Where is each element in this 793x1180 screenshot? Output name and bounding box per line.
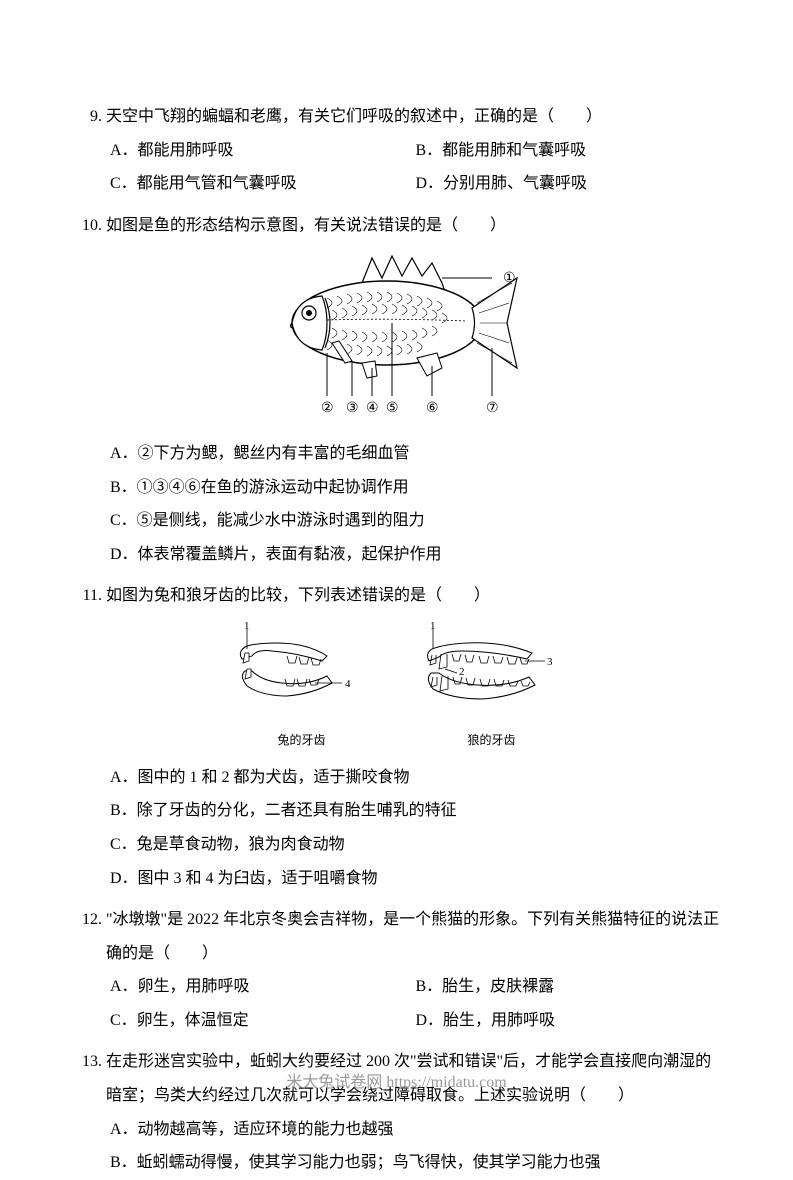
q12-options-row1: A．卵生，用肺呼吸 B．胎生，皮肤裸露 — [72, 970, 721, 1004]
fish-label-7: ⑦ — [486, 401, 499, 416]
q10-stem: 如图是鱼的形态结构示意图，有关说法错误的是（ ） — [106, 209, 721, 243]
q9-options-row1: A．都能用肺呼吸 B．都能用肺和气囊呼吸 — [72, 134, 721, 168]
q12-stem-row: 12. "冰墩墩"是 2022 年北京冬奥会吉祥物，是一个熊猫的形象。下列有关熊… — [72, 903, 721, 970]
q12-optC: C．卵生，体温恒定 — [110, 1004, 416, 1038]
rabbit-label-1: 1 — [244, 621, 250, 632]
q12-number: 12. — [72, 903, 106, 937]
q10-optD: D．体表常覆盖鳞片，表面有黏液，起保护作用 — [72, 538, 721, 572]
question-13: 13. 在走形迷宫实验中，蚯蚓大约要经过 200 次"尝试和错误"后，才能学会直… — [72, 1045, 721, 1179]
q10-stem-row: 10. 如图是鱼的形态结构示意图，有关说法错误的是（ ） — [72, 209, 721, 243]
rabbit-caption: 兔的牙齿 — [227, 728, 377, 753]
q11-optD: D．图中 3 和 4 为臼齿，适于咀嚼食物 — [72, 862, 721, 896]
q12-optB: B．胎生，皮肤裸露 — [416, 970, 722, 1004]
q12-optD: D．胎生，用肺呼吸 — [416, 1004, 722, 1038]
q9-optB: B．都能用肺和气囊呼吸 — [416, 134, 722, 168]
question-11: 11. 如图为兔和狼牙齿的比较，下列表述错误的是（ ） 1 4 兔的牙齿 — [72, 579, 721, 895]
fish-label-2: ② — [321, 401, 334, 416]
fish-label-6: ⑥ — [426, 401, 439, 416]
rabbit-teeth-item: 1 4 兔的牙齿 — [227, 621, 377, 753]
q10-number: 10. — [72, 209, 106, 243]
fish-label-4: ④ — [366, 401, 379, 416]
q11-optA: A．图中的 1 和 2 都为犬齿，适于撕咬食物 — [72, 761, 721, 795]
q12-stem: "冰墩墩"是 2022 年北京冬奥会吉祥物，是一个熊猫的形象。下列有关熊猫特征的… — [106, 903, 721, 970]
q9-options-row2: C．都能用气管和气囊呼吸 D．分别用肺、气囊呼吸 — [72, 167, 721, 201]
wolf-label-2: 2 — [459, 666, 465, 678]
fish-label-5: ⑤ — [386, 401, 399, 416]
page-footer: 米大兔试卷网 https://midatu.com — [0, 1068, 793, 1092]
q11-optB: B．除了牙齿的分化，二者还具有胎生哺乳的特征 — [72, 794, 721, 828]
wolf-teeth-diagram: 1 2 3 — [417, 621, 567, 711]
q10-optC: C．⑤是侧线，能减少水中游泳时遇到的阻力 — [72, 504, 721, 538]
q9-optC: C．都能用气管和气囊呼吸 — [110, 167, 416, 201]
fish-label-1: ① — [503, 271, 516, 286]
question-10: 10. 如图是鱼的形态结构示意图，有关说法错误的是（ ） — [72, 209, 721, 572]
question-12: 12. "冰墩墩"是 2022 年北京冬奥会吉祥物，是一个熊猫的形象。下列有关熊… — [72, 903, 721, 1037]
q9-optD: D．分别用肺、气囊呼吸 — [416, 167, 722, 201]
q12-options-row2: C．卵生，体温恒定 D．胎生，用肺呼吸 — [72, 1004, 721, 1038]
rabbit-label-4: 4 — [345, 678, 351, 690]
q13-optA: A．动物越高等，适应环境的能力也越强 — [72, 1113, 721, 1147]
q10-optA: A．②下方为鳃，鳃丝内有丰富的毛细血管 — [72, 437, 721, 471]
q10-optB: B．①③④⑥在鱼的游泳运动中起协调作用 — [72, 471, 721, 505]
q11-optC: C．兔是草食动物，狼为肉食动物 — [72, 828, 721, 862]
q13-optB: B．蚯蚓蠕动得慢，使其学习能力也弱；鸟飞得快，使其学习能力也强 — [72, 1146, 721, 1180]
q9-number: 9. — [72, 100, 106, 134]
q11-number: 11. — [72, 579, 106, 613]
q11-figure: 1 4 兔的牙齿 1 2 3 狼的 — [72, 621, 721, 753]
q9-stem-row: 9. 天空中飞翔的蝙蝠和老鹰，有关它们呼吸的叙述中，正确的是（ ） — [72, 100, 721, 134]
q9-optA: A．都能用肺呼吸 — [110, 134, 416, 168]
fish-label-3: ③ — [346, 401, 359, 416]
q10-figure: ① ② ③ ④ ⑤ ⑥ ⑦ — [72, 248, 721, 431]
wolf-caption: 狼的牙齿 — [417, 728, 567, 753]
fish-diagram: ① ② ③ ④ ⑤ ⑥ ⑦ — [267, 248, 527, 418]
wolf-label-3: 3 — [547, 656, 553, 668]
q11-stem: 如图为兔和狼牙齿的比较，下列表述错误的是（ ） — [106, 579, 721, 613]
wolf-label-1: 1 — [430, 621, 436, 632]
question-9: 9. 天空中飞翔的蝙蝠和老鹰，有关它们呼吸的叙述中，正确的是（ ） A．都能用肺… — [72, 100, 721, 201]
q12-optA: A．卵生，用肺呼吸 — [110, 970, 416, 1004]
q9-stem: 天空中飞翔的蝙蝠和老鹰，有关它们呼吸的叙述中，正确的是（ ） — [106, 100, 721, 134]
rabbit-teeth-diagram: 1 4 — [227, 621, 377, 711]
wolf-teeth-item: 1 2 3 狼的牙齿 — [417, 621, 567, 753]
q11-stem-row: 11. 如图为兔和狼牙齿的比较，下列表述错误的是（ ） — [72, 579, 721, 613]
